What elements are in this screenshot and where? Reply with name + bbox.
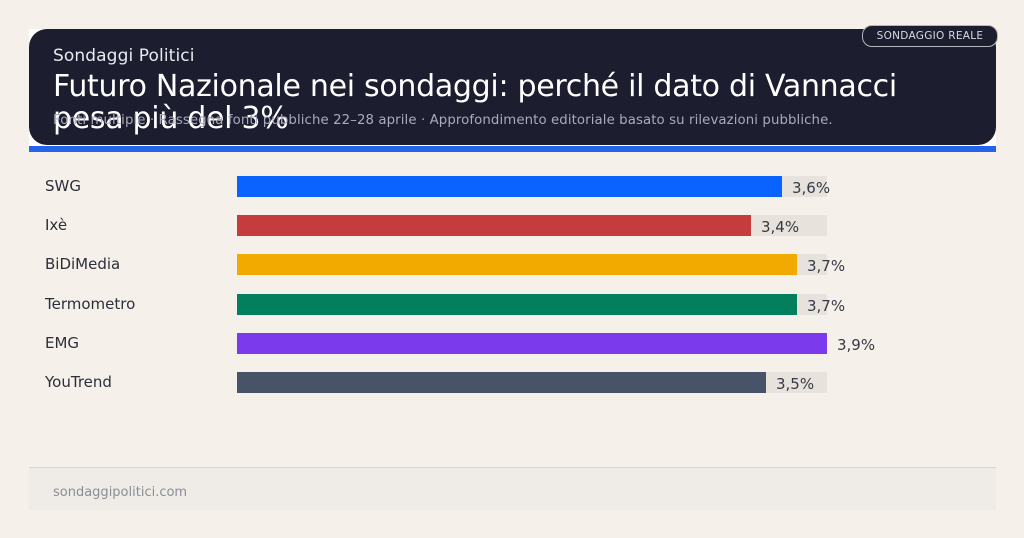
- bar: [237, 372, 766, 393]
- value-label: 3,5%: [776, 375, 815, 393]
- value-label: 3,9%: [837, 336, 876, 354]
- pollster-label: EMG: [45, 334, 80, 352]
- chart-row: Termometro 3,7%: [0, 294, 1024, 315]
- bar: [237, 333, 827, 354]
- pollster-label: BiDiMedia: [45, 255, 121, 273]
- value-label: 3,7%: [807, 257, 846, 275]
- accent-divider: [29, 146, 996, 152]
- value-label: 3,4%: [761, 218, 800, 236]
- bar: [237, 215, 751, 236]
- header-section: Sondaggi Politici Futuro Nazionale nei s…: [29, 25, 998, 152]
- chart-row: YouTrend 3,5%: [0, 372, 1024, 393]
- pollster-label: YouTrend: [45, 373, 112, 391]
- chart-row: Ixè 3,4%: [0, 215, 1024, 236]
- page-title: Futuro Nazionale nei sondaggi: perché il…: [53, 69, 897, 136]
- footer-site-link[interactable]: sondaggipolitici.com: [53, 485, 188, 500]
- bar: [237, 176, 782, 197]
- chart-row: EMG 3,9%: [0, 333, 1024, 354]
- chart-row: SWG 3,6%: [0, 176, 1024, 197]
- pollster-label: Termometro: [45, 295, 136, 313]
- chart-row: BiDiMedia 3,7%: [0, 254, 1024, 275]
- source-subtitle: Fonti multiple · Rassegna fonti pubblich…: [53, 113, 833, 128]
- header-banner: Sondaggi Politici Futuro Nazionale nei s…: [29, 25, 998, 145]
- bar: [237, 294, 797, 315]
- bar: [237, 254, 797, 275]
- value-label: 3,6%: [792, 179, 831, 197]
- footer-divider: [29, 467, 996, 468]
- pollster-label: Ixè: [45, 216, 68, 234]
- pollster-label: SWG: [45, 177, 81, 195]
- real-poll-badge: SONDAGGIO REALE: [862, 25, 998, 47]
- value-label: 3,7%: [807, 297, 846, 315]
- brand-name: Sondaggi Politici: [53, 46, 195, 66]
- footer: sondaggipolitici.com: [29, 468, 996, 510]
